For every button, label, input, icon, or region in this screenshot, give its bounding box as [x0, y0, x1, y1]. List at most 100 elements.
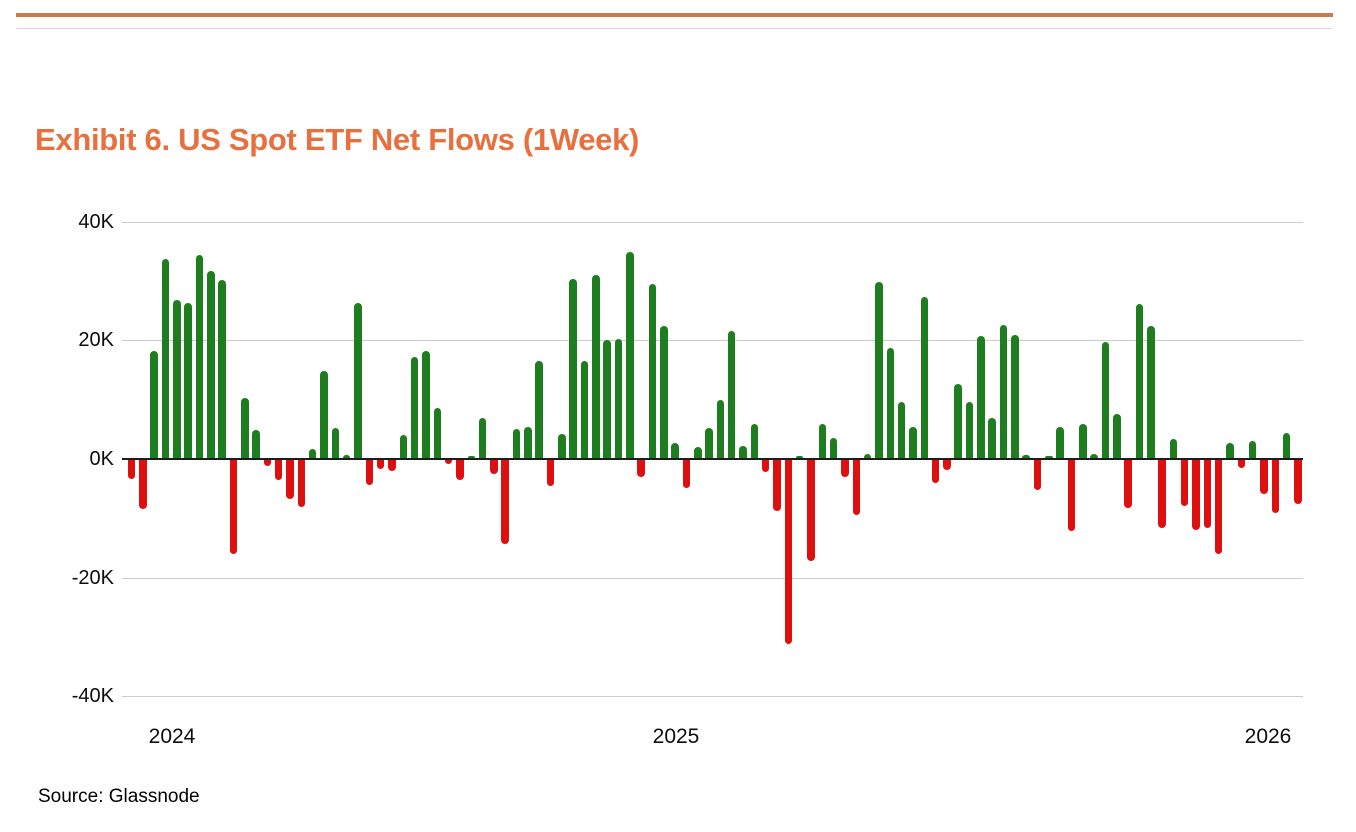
bar-week-78 — [999, 324, 1008, 458]
bar-week-68 — [886, 348, 895, 458]
bar-week-73 — [943, 460, 951, 471]
bar-week-70 — [909, 427, 917, 458]
bar-week-4 — [161, 258, 170, 458]
bar-week-16 — [297, 460, 306, 508]
bar-week-104 — [1294, 460, 1302, 505]
exhibit-title: Exhibit 6. US Spot ETF Net Flows (1Week) — [35, 121, 640, 157]
bar-week-6 — [184, 303, 192, 458]
bar-week-54 — [727, 330, 736, 458]
bar-week-94 — [1180, 460, 1189, 507]
bar-week-22 — [365, 460, 374, 485]
bar-week-57 — [761, 460, 770, 473]
bar-week-102 — [1271, 460, 1280, 513]
bar-week-49 — [671, 442, 679, 458]
bar-week-86 — [1090, 454, 1098, 458]
top-divider-rule-thin — [16, 28, 1332, 29]
bar-week-21 — [354, 303, 362, 458]
bar-week-26 — [410, 357, 419, 458]
bar-week-93 — [1169, 439, 1178, 458]
bar-week-19 — [331, 427, 340, 458]
bar-week-30 — [456, 460, 464, 480]
bar-week-79 — [1011, 335, 1019, 458]
bar-week-65 — [852, 460, 861, 516]
y-axis-label-20K: 20K — [78, 329, 114, 351]
gridline-20K — [122, 340, 1303, 341]
bar-week-39 — [558, 434, 566, 458]
bar-week-37 — [535, 361, 543, 458]
zero-axis-line — [122, 458, 1303, 460]
bar-week-12 — [252, 430, 260, 458]
bar-week-1 — [127, 460, 136, 479]
source-attribution: Source: Glassnode — [38, 786, 200, 807]
bar-week-82 — [1045, 456, 1053, 458]
bar-week-80 — [1022, 455, 1030, 458]
bar-week-88 — [1113, 413, 1121, 458]
bar-week-50 — [682, 460, 691, 488]
bar-week-90 — [1135, 304, 1144, 458]
x-axis-label-2026: 2026 — [1244, 725, 1292, 748]
bar-week-10 — [229, 460, 238, 554]
bar-week-29 — [444, 460, 453, 465]
bar-week-31 — [467, 455, 475, 458]
bar-week-89 — [1124, 460, 1132, 509]
bar-week-3 — [150, 350, 158, 458]
y-axis-label-40K: 40K — [78, 211, 114, 233]
bar-week-41 — [580, 360, 589, 458]
y-axis-label-0K: 0K — [89, 448, 114, 470]
bar-week-9 — [218, 279, 226, 458]
gridline--20K — [122, 578, 1303, 579]
y-axis-label--40K: -40K — [71, 685, 114, 707]
bar-week-66 — [863, 454, 872, 458]
bar-week-40 — [569, 278, 577, 458]
bar-week-33 — [490, 460, 498, 475]
bar-week-20 — [342, 455, 351, 458]
bar-week-45 — [626, 252, 634, 458]
bar-week-46 — [637, 460, 645, 478]
bar-week-63 — [829, 438, 838, 458]
bar-week-36 — [524, 426, 532, 458]
bar-week-100 — [1248, 441, 1257, 458]
bar-week-51 — [694, 447, 702, 458]
bar-week-43 — [603, 339, 611, 458]
bar-week-62 — [818, 423, 827, 458]
bar-week-11 — [241, 398, 249, 458]
x-axis-label-2024: 2024 — [148, 725, 196, 748]
bar-week-75 — [965, 401, 974, 458]
bar-week-61 — [807, 460, 815, 561]
bar-week-85 — [1079, 423, 1087, 458]
bar-week-35 — [512, 428, 521, 458]
bar-week-84 — [1067, 460, 1076, 532]
bar-week-83 — [1056, 427, 1064, 458]
bar-week-8 — [207, 271, 215, 458]
bar-week-14 — [274, 460, 283, 480]
bar-week-72 — [931, 460, 940, 483]
bar-week-28 — [433, 407, 442, 458]
bar-week-69 — [897, 401, 906, 458]
bar-week-67 — [875, 281, 883, 458]
bar-week-60 — [795, 456, 804, 458]
bar-week-15 — [286, 460, 294, 500]
bar-week-92 — [1158, 460, 1166, 528]
bar-week-101 — [1260, 460, 1268, 494]
bar-week-99 — [1237, 460, 1246, 468]
bar-week-76 — [977, 336, 985, 458]
bar-week-81 — [1033, 460, 1042, 491]
gridline-40K — [122, 222, 1303, 223]
bar-week-59 — [784, 460, 793, 645]
bar-week-96 — [1203, 460, 1212, 528]
bar-week-97 — [1214, 460, 1223, 555]
bar-week-77 — [988, 418, 996, 458]
bar-week-5 — [173, 299, 181, 458]
bar-week-98 — [1226, 443, 1234, 458]
bar-week-95 — [1192, 460, 1200, 530]
bar-week-23 — [376, 460, 385, 469]
bar-week-24 — [388, 460, 396, 471]
bar-week-7 — [195, 255, 204, 458]
bar-week-2 — [139, 460, 147, 510]
bar-week-47 — [648, 283, 657, 458]
bar-week-74 — [954, 383, 962, 458]
bar-week-34 — [501, 460, 509, 544]
top-divider-rule — [16, 13, 1333, 17]
